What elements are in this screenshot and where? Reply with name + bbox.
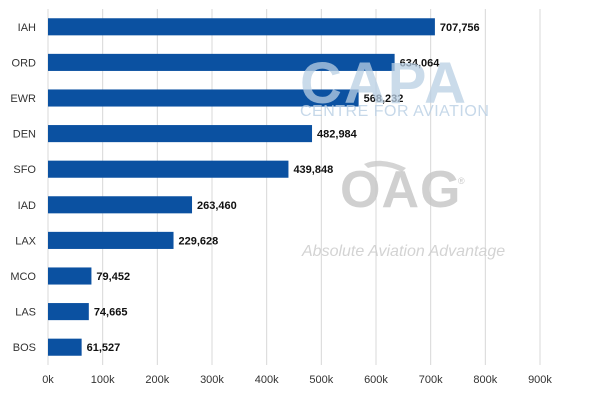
value-label-iad: 263,460 (197, 200, 237, 212)
bar-lax (48, 231, 174, 249)
value-label-bos: 61,527 (87, 342, 121, 354)
x-tick-label: 200k (145, 374, 169, 386)
category-label-ewr: EWR (10, 93, 36, 105)
value-label-las: 74,665 (94, 307, 128, 319)
bar-mco (48, 267, 92, 285)
value-label-den: 482,984 (317, 129, 358, 141)
bar-sfo (48, 160, 289, 178)
x-tick-label: 400k (255, 374, 279, 386)
value-label-sfo: 439,848 (293, 164, 333, 176)
category-label-den: DEN (13, 129, 36, 141)
bar-iah (48, 18, 435, 36)
category-label-ord: ORD (12, 57, 37, 69)
category-label-iad: IAD (18, 200, 36, 212)
x-tick-label: 0k (42, 374, 54, 386)
bar-las (48, 303, 89, 321)
value-label-ewr: 568,232 (364, 93, 404, 105)
x-tick-label: 300k (200, 374, 224, 386)
value-label-ord: 634,064 (400, 57, 441, 69)
category-label-mco: MCO (10, 271, 36, 283)
category-label-las: LAS (15, 307, 36, 319)
category-label-bos: BOS (13, 342, 36, 354)
x-tick-label: 600k (364, 374, 388, 386)
value-label-lax: 229,628 (179, 235, 219, 247)
bar-iad (48, 196, 193, 214)
value-label-iah: 707,756 (440, 22, 480, 34)
x-tick-label: 800k (473, 374, 497, 386)
category-labels: IAH ORD EWR DEN SFO IAD LAX MCO LAS BOS (10, 22, 36, 354)
category-label-sfo: SFO (13, 164, 36, 176)
bar-den (48, 125, 313, 143)
x-tick-label: 500k (309, 374, 333, 386)
x-tick-label: 900k (528, 374, 552, 386)
bar-ord (48, 53, 395, 71)
x-axis-ticks: 0k 100k 200k 300k 400k 500k 600k 700k 800k 900k (42, 374, 552, 386)
x-tick-label: 100k (91, 374, 115, 386)
bar-ewr (48, 89, 359, 107)
category-label-iah: IAH (18, 22, 36, 34)
value-label-mco: 79,452 (96, 271, 130, 283)
bar-bos (48, 338, 82, 356)
x-tick-label: 700k (419, 374, 443, 386)
category-label-lax: LAX (15, 235, 36, 247)
bars (48, 18, 435, 356)
data-labels: 707,756 634,064 568,232 482,984 439,848 263,4… (87, 22, 480, 354)
